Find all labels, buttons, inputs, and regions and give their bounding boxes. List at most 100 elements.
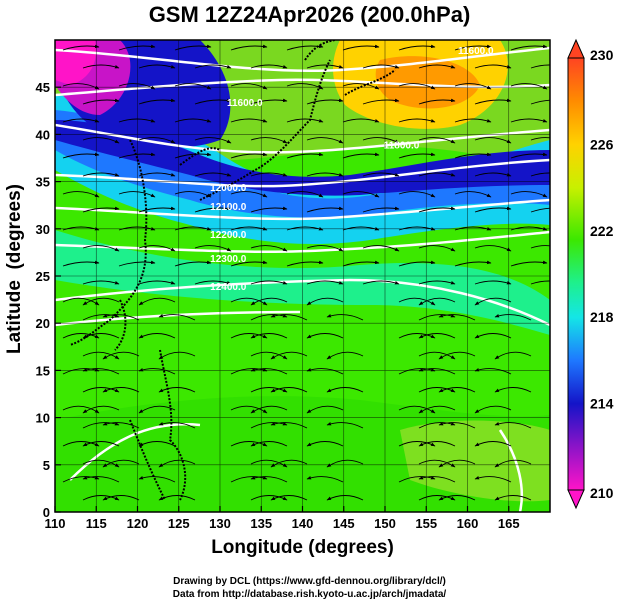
streamline: [138, 98, 176, 105]
streamline: [158, 422, 196, 429]
streamline: [418, 351, 456, 360]
y-tick-label: 25: [36, 269, 50, 284]
x-axis-title: Longitude (degrees): [211, 537, 394, 558]
streamline: [82, 297, 120, 306]
streamline: [306, 441, 344, 447]
y-axis: 0 5 10 15 20 25 30 35 40 45: [36, 80, 61, 520]
streamline: [270, 422, 308, 429]
contour-label: 12400.0: [210, 282, 247, 293]
streamline: [62, 441, 100, 447]
contour-labels: 11600.0 11600.0 11800.0 12000.0 12100.0 12200…: [210, 46, 494, 293]
streamline: [474, 137, 512, 144]
streamline: [362, 172, 400, 177]
streamline: [250, 351, 288, 360]
streamline: [306, 98, 344, 105]
x-tick-label: 115: [86, 516, 107, 531]
streamline: [454, 118, 492, 123]
streamline: [474, 297, 512, 306]
streamline: [230, 191, 268, 198]
colorbar-tick-label: 218: [590, 309, 614, 325]
streamline: [342, 191, 380, 198]
streamline: [530, 64, 550, 69]
streamline: [230, 368, 268, 375]
streamline: [250, 333, 288, 339]
streamline: [174, 260, 212, 267]
streamline: [306, 280, 344, 285]
streamline: [118, 83, 156, 90]
streamline: [438, 351, 476, 360]
x-tick-label: 135: [250, 516, 272, 531]
streamline: [474, 368, 512, 375]
page-title: GSM 12Z24Apr2026 (200.0hPa): [148, 2, 471, 27]
streamline: [454, 260, 492, 267]
streamline: [454, 152, 492, 159]
streamline: [158, 387, 196, 393]
streamline: [82, 98, 120, 105]
streamline: [398, 476, 436, 483]
streamline: [62, 191, 100, 198]
streamline: [342, 260, 380, 267]
streamline: [250, 98, 288, 105]
streamline: [306, 297, 344, 306]
streamline: [118, 191, 156, 198]
streamline: [494, 314, 532, 321]
streamline: [530, 137, 550, 141]
streamline: [138, 476, 176, 483]
streamline: [82, 245, 120, 252]
streamline: [342, 118, 380, 123]
streamline: [418, 387, 456, 393]
streamline: [158, 495, 196, 501]
streamline: [230, 476, 268, 483]
streamline: [194, 64, 232, 69]
contour-label: 12100.0: [210, 202, 247, 213]
streamline: [82, 459, 120, 468]
streamline: [362, 64, 400, 69]
streamline: [118, 44, 156, 51]
streamline: [82, 137, 120, 144]
streamline: [474, 405, 512, 414]
streamline: [138, 368, 176, 375]
colorbar-tick-label: 226: [590, 136, 614, 152]
streamline: [494, 422, 532, 429]
streamline: [418, 422, 456, 429]
streamline: [250, 137, 288, 144]
colorbar-tick-label: 230: [590, 47, 614, 63]
streamline: [530, 207, 550, 213]
streamline: [118, 152, 156, 159]
streamline: [454, 226, 492, 231]
streamline: [306, 172, 344, 177]
streamline: [250, 297, 288, 306]
streamline: [454, 44, 492, 51]
y-tick-label: 40: [36, 127, 50, 142]
streamline: [82, 422, 120, 429]
streamline: [530, 99, 550, 105]
streamline: [494, 495, 532, 501]
streamline: [250, 387, 288, 393]
streamline: [362, 206, 400, 213]
streamline: [510, 226, 548, 231]
y-tick-label: 20: [36, 316, 50, 331]
streamline: [398, 260, 436, 267]
colorbar-top-triangle: [567, 38, 585, 59]
streamline: [306, 405, 344, 414]
x-tick-label: 120: [127, 516, 149, 531]
streamline: [530, 280, 550, 285]
y-tick-label: 35: [36, 175, 50, 190]
streamline: [174, 83, 212, 90]
streamline: [62, 333, 100, 339]
streamline: [342, 44, 380, 51]
streamline: [270, 387, 308, 393]
contour-label: 11800.0: [384, 141, 420, 152]
colorbar-tick-label: 222: [590, 223, 614, 239]
streamline: [398, 83, 436, 90]
streamline: [62, 152, 100, 159]
streamline: [510, 191, 548, 198]
streamline: [270, 459, 308, 468]
colorbar-body: [567, 57, 585, 491]
colorbar-ticks: 230 226 222 218 214 210: [590, 47, 614, 501]
credit-drawing: Drawing by DCL (https://www.gfd-dennou.o…: [173, 576, 446, 587]
streamline: [418, 137, 456, 144]
streamline: [326, 387, 364, 393]
streamline: [230, 441, 268, 447]
